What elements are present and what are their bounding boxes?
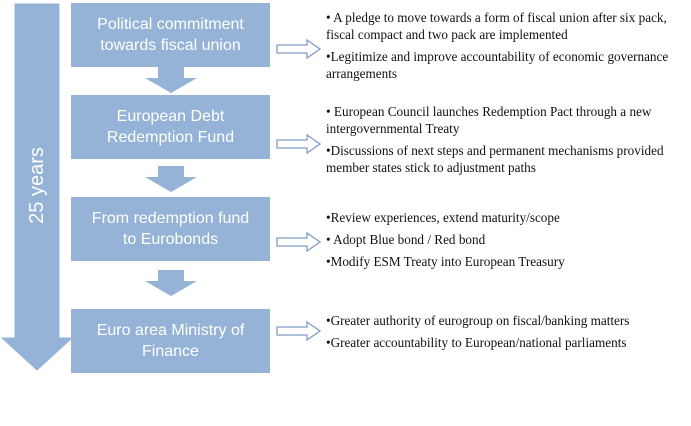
bullet-item: • A pledge to move towards a form of fis… (326, 10, 667, 42)
bullet-item: •Legitimize and improve accountability o… (326, 49, 669, 81)
bullet-list: •Greater authority of eurogroup on fisca… (326, 312, 688, 356)
bullet-list: •Review experiences, extend maturity/sco… (326, 209, 688, 275)
bullet-list: • A pledge to move towards a form of fis… (326, 9, 688, 87)
down-arrow-icon (145, 67, 197, 93)
bullet-list: • European Council launches Redemption P… (326, 103, 688, 181)
bullet-item: •Modify ESM Treaty into European Treasur… (326, 254, 565, 269)
bullet-item: •Greater accountability to European/nati… (326, 335, 627, 350)
bullet-item: •Review experiences, extend maturity/sco… (326, 210, 560, 225)
stage-title: Political commitment towards fiscal unio… (97, 16, 244, 54)
bullet-item: • Adopt Blue bond / Red bond (326, 232, 486, 247)
right-arrow-icon (276, 321, 322, 341)
down-arrow-icon (145, 166, 197, 192)
timeline-label: 25 years (14, 140, 60, 230)
bullet-item: •Discussions of next steps and permanent… (326, 143, 664, 175)
stage-title: From redemption fund to Eurobonds (91, 210, 250, 248)
stage-box-ministry-of-finance: Euro area Ministry of Finance (71, 309, 270, 373)
bullet-item: •Greater authority of eurogroup on fisca… (326, 313, 630, 328)
right-arrow-icon (276, 39, 322, 59)
stage-box-political-commitment: Political commitment towards fiscal unio… (71, 3, 270, 67)
stage-title: Euro area Ministry of Finance (96, 322, 245, 360)
down-arrow-icon (145, 270, 197, 296)
right-arrow-icon (276, 134, 322, 154)
stage-box-eurobonds: From redemption fund to Eurobonds (71, 197, 270, 261)
stage-box-debt-redemption-fund: European Debt Redemption Fund (71, 95, 270, 159)
bullet-item: • European Council launches Redemption P… (326, 104, 652, 136)
stage-title: European Debt Redemption Fund (106, 108, 235, 146)
right-arrow-icon (276, 232, 322, 252)
timeline-duration-text: 25 years (25, 146, 48, 224)
